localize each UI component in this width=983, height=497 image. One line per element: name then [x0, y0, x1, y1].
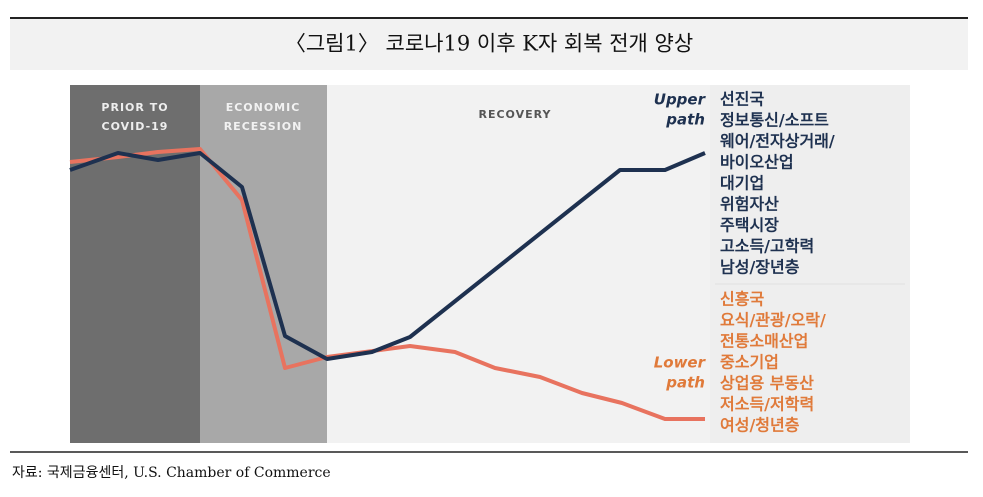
upper-line	[69, 151, 706, 361]
path-label: path	[665, 111, 705, 129]
path-label: Lower	[654, 354, 707, 372]
phase-label: RECOVERY	[479, 108, 552, 121]
path-item: 정보통신/소프트	[720, 111, 829, 130]
path-item: 상업용 부동산	[720, 374, 814, 393]
phase-prior	[70, 85, 200, 443]
path-label: path	[665, 374, 705, 392]
path-item: 고소득/고학력	[720, 237, 814, 256]
phase-label: ECONOMIC	[226, 101, 301, 114]
title: 〈그림1〉 코로나19 이후 K자 회복 전개 양상	[285, 32, 693, 56]
path-item: 저소득/저학력	[720, 395, 814, 414]
path-item: 대기업	[720, 174, 764, 193]
path-item: 신흥국	[720, 290, 764, 309]
phase-label: COVID-19	[102, 120, 169, 133]
path-label: Upper	[654, 91, 707, 109]
path-item: 바이오산업	[720, 153, 794, 172]
path-item: 요식/관광/오락/	[720, 311, 826, 330]
path-item: 선진국	[720, 90, 764, 109]
path-item: 남성/장년층	[720, 258, 800, 277]
path-item: 중소기업	[720, 353, 779, 372]
path-item: 여성/청년층	[720, 416, 800, 435]
path-item: 전통소매산업	[720, 332, 808, 351]
path-item: 웨어/전자상거래/	[720, 132, 835, 151]
path-item: 주택시장	[720, 216, 779, 235]
phase-label: PRIOR TO	[101, 101, 168, 114]
phase-label: RECESSION	[224, 120, 303, 133]
title-band	[10, 18, 968, 70]
source: 자료: 국제금융센터, U.S. Chamber of Commerce	[12, 465, 331, 481]
path-item: 위험자산	[720, 195, 779, 214]
phase-recovery	[327, 85, 710, 443]
lower-line	[69, 147, 705, 421]
